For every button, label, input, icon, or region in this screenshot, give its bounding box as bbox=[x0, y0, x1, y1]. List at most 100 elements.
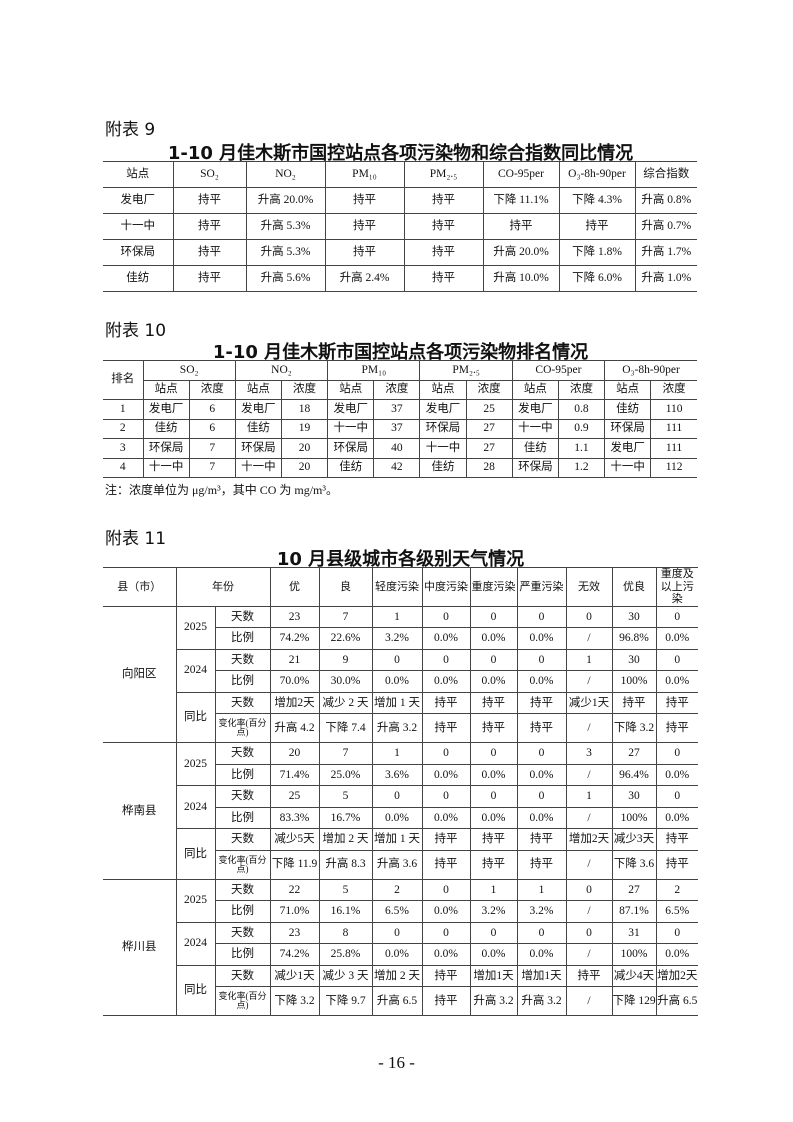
table-cell: 25.0% bbox=[318, 763, 373, 787]
column-subheader: 站点 bbox=[511, 379, 559, 400]
row-label: 比例 bbox=[215, 763, 271, 787]
table-cell: 100% bbox=[611, 943, 657, 966]
column-subheader: 浓度 bbox=[188, 379, 236, 400]
table-cell: / bbox=[565, 900, 613, 923]
table-cell: 42 bbox=[373, 457, 421, 478]
table-cell: 十一中 bbox=[511, 418, 559, 439]
row-label: 天数 bbox=[214, 605, 271, 629]
table-cell: 0.0% bbox=[371, 670, 423, 693]
table-cell: 6 bbox=[188, 399, 236, 420]
table-cell: 升高 1.0% bbox=[634, 265, 697, 292]
table-cell: 3 bbox=[565, 742, 613, 765]
table-cell: 升高 3.2 bbox=[516, 986, 567, 1017]
table-cell: 升高 2.4% bbox=[324, 265, 405, 292]
table-cell: 2 bbox=[103, 418, 144, 439]
table-cell: 环保局 bbox=[419, 418, 467, 439]
table-cell: 21 bbox=[269, 648, 320, 672]
table-row: 佳纺 持平 升高 5.6% 升高 2.4% 持平 升高 10.0% 下降 6.0% 升高 1.… bbox=[103, 265, 697, 292]
table-cell: 十一中 bbox=[142, 457, 190, 478]
table-cell: 1 bbox=[469, 878, 518, 902]
year-cell: 2025 bbox=[175, 878, 216, 923]
table-cell: 持平 bbox=[324, 187, 405, 214]
table-cell: 0.0% bbox=[655, 763, 698, 787]
table-cell: 佳纺 bbox=[103, 265, 174, 292]
table-cell: 37 bbox=[373, 399, 421, 420]
table-cell: 0.0% bbox=[371, 943, 423, 966]
table-cell: 0 bbox=[421, 878, 471, 902]
table-cell: 持平 bbox=[655, 713, 698, 744]
table-cell: 0 bbox=[655, 921, 698, 945]
table-cell: 0 bbox=[516, 785, 567, 808]
column-header: 中度污染 bbox=[421, 567, 471, 607]
table-row: 2024 天数 25 5 0 0 0 0 1 30 0 bbox=[103, 785, 698, 830]
table-cell: 持平 bbox=[558, 213, 636, 240]
year-cell: 2024 bbox=[176, 648, 216, 693]
table-cell: 0 bbox=[516, 648, 567, 672]
table-cell: 0 bbox=[516, 921, 567, 945]
table-cell: 持平 bbox=[611, 691, 657, 715]
table-cell: 下降 11.9 bbox=[269, 849, 320, 880]
table-cell: 增加1天 bbox=[516, 964, 567, 988]
table-cell: 0.0% bbox=[516, 943, 567, 966]
row-label: 变化率(百分点) bbox=[215, 849, 271, 880]
table-cell: 持平 bbox=[172, 213, 247, 240]
table-row: 环保局 持平 升高 5.3% 持平 持平 升高 20.0% 下降 1.8% 升高 1.7% bbox=[103, 239, 697, 266]
table-cell: 下降 9.7 bbox=[318, 986, 373, 1017]
table-cell: 27 bbox=[611, 878, 657, 902]
table-cell: 减少1天 bbox=[269, 964, 320, 988]
table-row: 2024 天数 21 9 0 0 0 0 1 30 0 bbox=[103, 648, 698, 693]
table11-title: 10 月县级城市各级别天气情况 bbox=[276, 549, 525, 570]
year-cell: 2024 bbox=[176, 785, 216, 830]
row-label: 天数 bbox=[214, 921, 271, 945]
table-cell: 持平 bbox=[421, 691, 471, 715]
column-header: 良 bbox=[318, 567, 373, 607]
column-subheader: 浓度 bbox=[650, 379, 697, 400]
table11: 县（市） 年份优良轻度污染 中度污染 重度污染 严重污染 无效 优良 重度及以上污染 向阳区 20… bbox=[103, 567, 698, 1017]
row-label: 变化率(百分点) bbox=[215, 713, 271, 744]
table-cell: 持平 bbox=[565, 964, 613, 988]
table-cell: 3.2% bbox=[371, 627, 423, 650]
table-cell: 持平 bbox=[421, 964, 471, 988]
table10: 排名 SO₂ NO₂ PM₁₀ PM₂.₅ CO-95per O₃-8h-90per 站点 浓度… bbox=[103, 360, 697, 478]
row-label: 天数 bbox=[214, 964, 271, 988]
table-row: 变化率(百分点) 升高 4.2 下降 7.4 升高 3.2 持平 持平 持平 / 下降 3.2 持… bbox=[103, 713, 698, 744]
table-cell: 持平 bbox=[421, 713, 471, 744]
year-cell: 同比 bbox=[176, 828, 216, 880]
table-cell: 升高 3.6 bbox=[371, 849, 423, 880]
column-header: 站点 bbox=[103, 161, 174, 188]
table-cell: 佳纺 bbox=[419, 457, 467, 478]
table-cell: 5 bbox=[318, 878, 373, 902]
table-cell: 27 bbox=[611, 742, 657, 765]
table-cell: 持平 bbox=[172, 265, 247, 292]
table-cell: 100% bbox=[611, 806, 657, 830]
table-cell: 20 bbox=[280, 457, 329, 478]
year-cell: 2025 bbox=[175, 742, 216, 787]
table-cell: 3 bbox=[103, 438, 144, 459]
table-row: 变化率(百分点) 下降 11.9 升高 8.3 升高 3.6 持平 持平 持平 / 下降 3.6… bbox=[103, 849, 698, 880]
table-cell: 0 bbox=[516, 605, 567, 629]
table-cell: 0.0% bbox=[421, 627, 471, 650]
table-cell: 112 bbox=[650, 457, 697, 478]
table-cell: 升高 4.2 bbox=[269, 713, 320, 744]
column-header: SO₂ bbox=[172, 161, 247, 188]
table-cell: 十一中 bbox=[327, 418, 375, 439]
table-cell: 佳纺 bbox=[234, 418, 282, 439]
table-row: 1 发电厂 6 发电厂 18 发电厂 37 发电厂 25 发电厂 0.8 佳纺 110 bbox=[103, 399, 697, 420]
table-cell: 5 bbox=[318, 785, 373, 808]
table-cell: 6.5% bbox=[655, 900, 698, 923]
table-cell: 2 bbox=[371, 878, 423, 902]
table-cell: 持平 bbox=[655, 849, 698, 880]
table-cell: 0 bbox=[421, 742, 471, 765]
table-cell: 0.0% bbox=[469, 670, 518, 693]
year-cell: 2025 bbox=[175, 605, 216, 650]
table-cell: 19 bbox=[280, 418, 329, 439]
table-cell: 0 bbox=[371, 921, 423, 945]
table-cell: 23 bbox=[269, 921, 320, 945]
header-row: 站点 SO₂ NO₂ PM₁₀ PM₂.₅ CO-95per O₃-8h-90per 综合指数 bbox=[103, 161, 697, 188]
row-label: 比例 bbox=[215, 670, 271, 693]
table-cell: 0.0% bbox=[469, 806, 518, 830]
table-row: 十一中 持平 升高 5.3% 持平 持平 持平 持平 升高 0.7% bbox=[103, 213, 697, 240]
column-subheader: 浓度 bbox=[465, 379, 513, 400]
table-cell: 减少 2 天 bbox=[318, 691, 373, 715]
table-cell: 发电厂 bbox=[142, 399, 190, 420]
